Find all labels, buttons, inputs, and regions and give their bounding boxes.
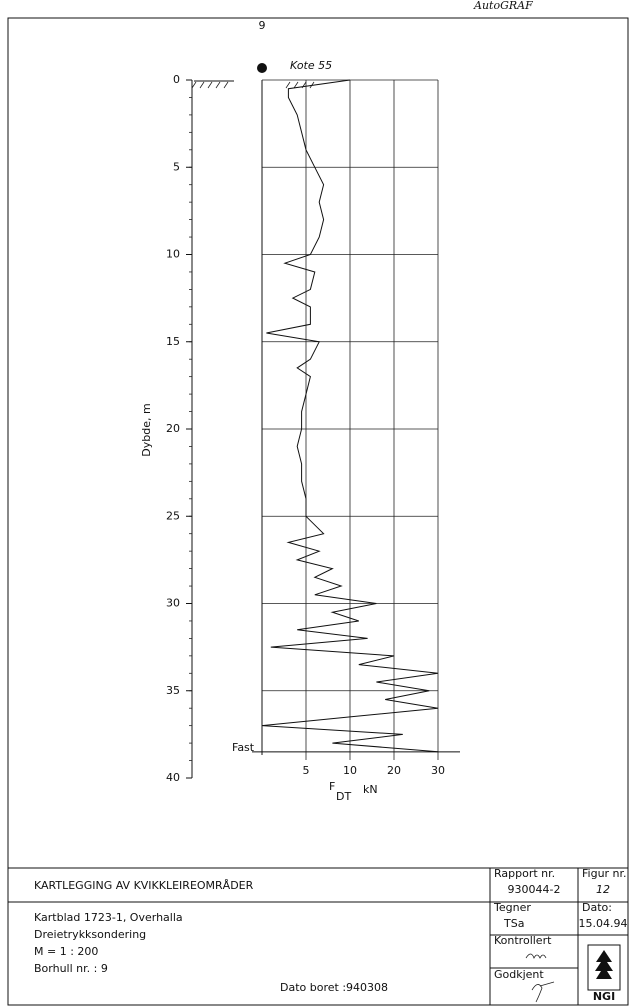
field-label: Kontrollert xyxy=(494,934,552,947)
force-trace xyxy=(261,79,439,753)
y-tick-label: 40 xyxy=(166,771,180,784)
x-tick-label: 5 xyxy=(303,764,310,777)
y-tick-label: 25 xyxy=(166,509,180,522)
borehole-symbol xyxy=(257,63,267,73)
info-line: Borhull nr. : 9 xyxy=(34,962,108,975)
signature xyxy=(525,953,547,959)
date-bored: Dato boret :940308 xyxy=(280,981,388,994)
x-tick-label: 20 xyxy=(387,764,401,777)
page-frame xyxy=(7,17,629,1006)
y-tick-label: 0 xyxy=(173,73,180,86)
info-line: Dreietrykksondering xyxy=(34,928,146,941)
field-value: 15.04.94 xyxy=(579,917,628,930)
y-tick-label: 10 xyxy=(166,248,180,261)
title-block: KARTLEGGING AV KVIKKLEIREOMRÅDER Kartbla… xyxy=(8,867,628,1005)
y-tick-label: 15 xyxy=(166,335,180,348)
x-label-subscript: DT xyxy=(336,790,351,803)
field-label: Dato: xyxy=(582,901,612,914)
project-title: KARTLEGGING AV KVIKKLEIREOMRÅDER xyxy=(34,879,254,892)
y-tick-label: 30 xyxy=(166,597,180,610)
y-tick-label: 5 xyxy=(173,160,180,173)
header-label: 9 xyxy=(259,19,266,32)
ground-hatch xyxy=(191,81,315,89)
field-label: Rapport nr. xyxy=(494,867,555,880)
x-tick-label: 30 xyxy=(431,764,445,777)
x-label-symbol: F xyxy=(329,780,335,793)
field-value: 12 xyxy=(596,883,610,896)
x-tick-label: 10 xyxy=(343,764,357,777)
x-label-unit: kN xyxy=(363,783,378,796)
y-tick-label: 20 xyxy=(166,422,180,435)
logo-text: NGI xyxy=(593,990,615,1003)
info-line: M = 1 : 200 xyxy=(34,945,98,958)
refusal-label: Fast xyxy=(232,741,255,754)
logo-tree xyxy=(595,950,613,979)
field-label: Godkjent xyxy=(494,968,544,981)
brand: AutoGRAF xyxy=(473,0,533,12)
signature xyxy=(531,981,555,1003)
field-value: 930044-2 xyxy=(508,883,561,896)
logo-frame xyxy=(587,944,621,991)
annotation: Kote 55 xyxy=(290,59,332,72)
y-axis-label: Dybde, m xyxy=(140,403,153,456)
info-line: Kartblad 1723-1, Overhalla xyxy=(34,911,183,924)
y-tick-label: 35 xyxy=(166,684,180,697)
field-value: TSa xyxy=(503,917,524,930)
field-label: Tegner xyxy=(493,901,531,914)
field-label: Figur nr. xyxy=(582,867,627,880)
